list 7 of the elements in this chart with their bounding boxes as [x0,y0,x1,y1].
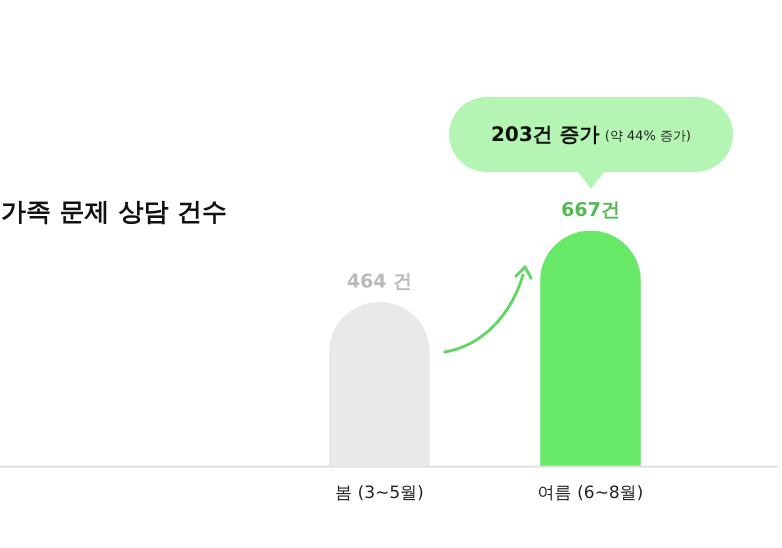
data-label: 464 건 [346,270,412,292]
data-label: 667건 [561,198,620,221]
x-tick-label: 여름 (6~8월) [538,483,644,504]
text: 203건 증가 [490,121,600,148]
chart-title: 가족 문제 상담 건수 [1,197,228,227]
text: (약 44% 증가) [604,128,692,144]
x-tick-label: 봄 (3~5월) [335,483,424,504]
